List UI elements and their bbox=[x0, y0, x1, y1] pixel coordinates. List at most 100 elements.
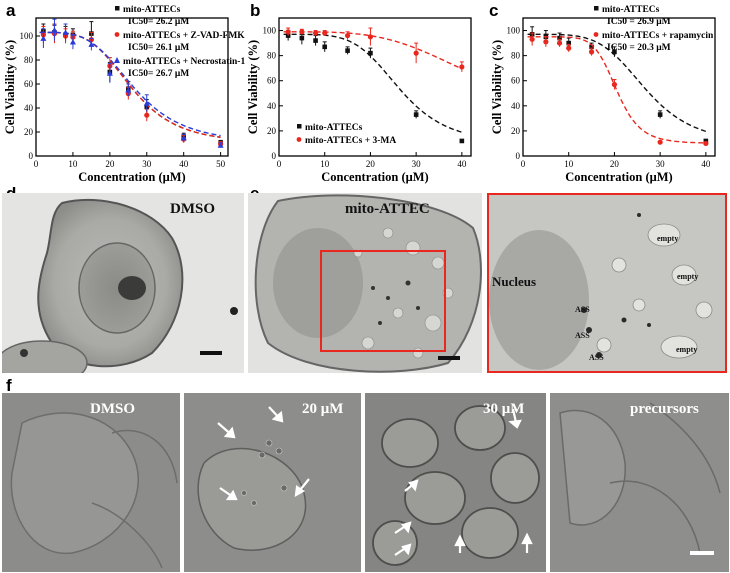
x-tick-label-c-3: 30 bbox=[656, 159, 666, 169]
data-point-a-2-2 bbox=[62, 29, 69, 35]
data-point-b-1-2 bbox=[312, 30, 319, 36]
data-point-c-1-3 bbox=[566, 45, 572, 51]
y-tick-label-b-0: 0 bbox=[272, 151, 277, 161]
data-point-b-0-2 bbox=[313, 38, 318, 43]
tem-zoom-ass-label-1: ASS bbox=[575, 305, 590, 314]
brightfield-dmso-drawing bbox=[10, 412, 178, 569]
legend-marker-a-2 bbox=[114, 57, 120, 63]
x-tick-label-b-1: 10 bbox=[320, 159, 330, 169]
x-tick-label-c-4: 40 bbox=[701, 159, 711, 169]
legend-marker-c-1 bbox=[593, 32, 599, 37]
tem-mito-attec-cell-drawing bbox=[254, 194, 482, 373]
brightfield-precursors-image: precursors bbox=[550, 393, 729, 572]
y-axis-label-a: Cell Viability (%) bbox=[3, 40, 17, 134]
data-point-b-1-7 bbox=[459, 64, 465, 70]
legend-ic50-a-2: IC50= 26.7 μM bbox=[128, 69, 189, 79]
data-point-c-1-5 bbox=[611, 81, 618, 88]
data-point-a-2-0 bbox=[40, 35, 47, 41]
data-point-c-1-6 bbox=[657, 139, 663, 145]
y-tick-label-b-4: 80 bbox=[267, 51, 277, 61]
x-tick-label-c-0: 0 bbox=[521, 159, 526, 169]
plot-frame-c bbox=[522, 17, 716, 157]
brightfield-30um-image: 30 μM bbox=[365, 393, 546, 572]
y-tick-label-c-1: 20 bbox=[511, 126, 521, 136]
y-tick-label-a-0: 0 bbox=[29, 151, 34, 161]
tem-zoom-empty-label-2: empty bbox=[677, 272, 699, 281]
data-point-c-1-1 bbox=[543, 39, 549, 45]
data-point-b-1-4 bbox=[344, 32, 351, 39]
data-point-c-0-5 bbox=[612, 49, 617, 55]
data-point-b-0-4 bbox=[345, 48, 350, 53]
tem-dmso-image: DMSO bbox=[2, 193, 244, 373]
brightfield-dmso-image: DMSO bbox=[2, 393, 180, 572]
data-point-a-2-5 bbox=[106, 70, 113, 76]
y-tick-label-c-0: 0 bbox=[516, 151, 521, 161]
fit-curve-a-2 bbox=[39, 31, 221, 137]
x-axis-label-a: Concentration (μM) bbox=[78, 170, 185, 184]
tem-zoom-ass-label-2: ASS bbox=[575, 331, 590, 340]
x-axis-label-b: Concentration (μM) bbox=[321, 170, 428, 184]
data-point-a-2-7 bbox=[143, 100, 150, 106]
legend-name-a-0: mito-ATTECs bbox=[123, 5, 181, 15]
data-point-c-0-3 bbox=[566, 40, 572, 46]
data-point-b-0-1 bbox=[299, 35, 305, 41]
chart-a-viability: 0 10 20 30 40 50 0 20 40 60 80 100 Concentration (μM… bbox=[3, 5, 245, 184]
x-tick-label-a-4: 40 bbox=[179, 159, 189, 169]
plot-frame-a bbox=[35, 17, 229, 157]
y-tick-label-a-1: 20 bbox=[24, 127, 34, 137]
data-point-b-1-0 bbox=[285, 29, 291, 35]
panel-label-a: a bbox=[6, 1, 16, 20]
legend-name-a-1: mito-ATTECs + Z-VAD-FMK bbox=[123, 31, 245, 41]
brightfield-precursors-drawing bbox=[559, 402, 721, 555]
legend-marker-c-0 bbox=[594, 6, 599, 11]
x-axis-label-c: Concentration (μM) bbox=[565, 170, 672, 184]
tem-dmso-cell-drawing bbox=[2, 199, 238, 373]
data-point-b-1-3 bbox=[322, 30, 328, 36]
data-point-c-0-2 bbox=[557, 35, 562, 41]
y-axis-label-c: Cell Viability (%) bbox=[490, 40, 504, 134]
x-tick-label-a-2: 20 bbox=[105, 159, 115, 169]
legend-marker-b-0 bbox=[297, 124, 302, 129]
y-tick-label-c-4: 80 bbox=[511, 51, 521, 61]
tem-dmso-label: DMSO bbox=[170, 201, 215, 217]
data-point-c-1-7 bbox=[703, 140, 709, 147]
data-point-a-2-8 bbox=[180, 135, 187, 141]
x-tick-label-a-5: 50 bbox=[216, 159, 226, 169]
x-tick-label-a-0: 0 bbox=[34, 159, 39, 169]
data-point-b-0-7 bbox=[459, 138, 465, 144]
data-point-b-0-6 bbox=[413, 112, 419, 117]
x-tick-label-b-2: 20 bbox=[366, 159, 376, 169]
x-tick-label-b-3: 30 bbox=[412, 159, 422, 169]
legend-name-b-1: mito-ATTECs + 3-MA bbox=[305, 136, 396, 146]
x-tick-label-a-3: 30 bbox=[142, 159, 152, 169]
x-tick-label-b-4: 40 bbox=[457, 159, 467, 169]
brightfield-precursors-label: precursors bbox=[630, 401, 699, 417]
data-point-a-2-3 bbox=[69, 39, 76, 45]
legend-marker-a-0 bbox=[115, 6, 120, 11]
legend-ic50-c-1: IC50 = 20.3 μM bbox=[607, 43, 671, 53]
panel-label-c: c bbox=[489, 1, 499, 20]
brightfield-30um-drawing bbox=[372, 405, 540, 566]
legend-ic50-a-0: IC50= 26.2 μM bbox=[128, 17, 189, 27]
legend-marker-a-1 bbox=[114, 32, 120, 37]
data-point-a-2-1 bbox=[51, 27, 58, 33]
x-tick-label-a-1: 10 bbox=[68, 159, 78, 169]
y-tick-label-a-3: 60 bbox=[24, 79, 34, 89]
brightfield-20um-image: 20 μM bbox=[184, 393, 361, 572]
data-point-a-2-6 bbox=[125, 87, 132, 93]
brightfield-30um-label: 30 μM bbox=[483, 401, 525, 417]
legend-ic50-c-0: IC50 = 26.9 μM bbox=[607, 17, 671, 27]
y-tick-label-c-5: 100 bbox=[507, 26, 521, 36]
tem-zoom-empty-label-3: empty bbox=[676, 345, 698, 354]
y-axis-label-b: Cell Viability (%) bbox=[246, 40, 260, 134]
chart-c-viability: 0 10 20 30 40 0 20 40 60 80 100 Concentration (μM) C… bbox=[490, 5, 716, 184]
fit-curve-b-0 bbox=[283, 33, 463, 133]
data-point-a-2-9 bbox=[217, 142, 224, 148]
data-point-b-1-5 bbox=[367, 34, 374, 40]
data-point-c-0-6 bbox=[657, 112, 663, 117]
y-tick-label-a-2: 40 bbox=[24, 103, 34, 113]
panel-label-f: f bbox=[6, 376, 12, 395]
data-point-c-1-4 bbox=[588, 49, 595, 55]
x-tick-label-b-0: 0 bbox=[277, 159, 282, 169]
y-tick-label-c-3: 60 bbox=[511, 76, 521, 86]
